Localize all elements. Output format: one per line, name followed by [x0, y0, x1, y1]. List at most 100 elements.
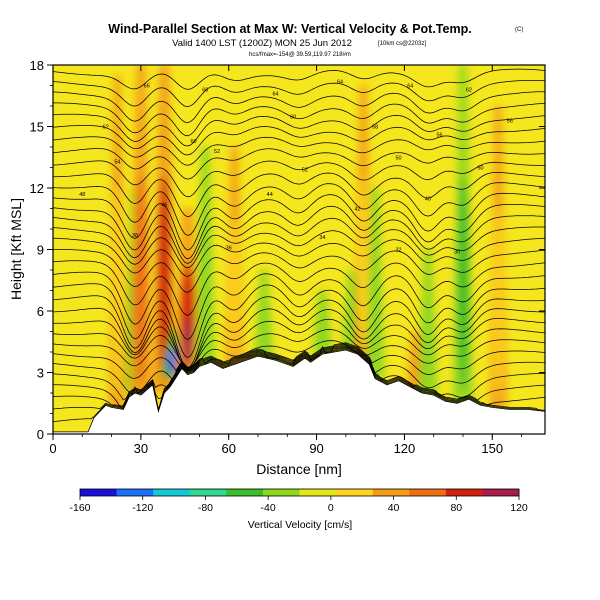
x-tick-label: 0: [49, 441, 56, 456]
contour-label: 64: [273, 92, 279, 98]
contour-label: 56: [507, 118, 513, 124]
contour-label: 32: [396, 248, 402, 254]
velocity-core: [317, 311, 328, 353]
y-tick-label: 18: [30, 58, 44, 73]
x-tick-label: 30: [134, 441, 148, 456]
colorbar-segment: [80, 489, 117, 496]
colorbar-segment: [336, 489, 373, 496]
theta-contour: [53, 249, 545, 293]
contour-label: 58: [372, 125, 378, 131]
theta-contour: [53, 342, 545, 379]
contour-label: 38: [132, 233, 138, 239]
theta-contour: [53, 339, 545, 372]
velocity-core: [457, 175, 469, 392]
y-tick-label: 0: [37, 427, 44, 442]
contour-label: 40: [425, 196, 431, 202]
colorbar-tick-label: -80: [198, 502, 213, 514]
theta-contour: [53, 160, 545, 198]
velocity-field: [108, 65, 507, 409]
theta-contour: [53, 271, 545, 340]
theta-contour: [53, 125, 545, 156]
theta-contour: [53, 136, 545, 166]
contour-label: 52: [302, 168, 308, 174]
contour-labels: 66 66 64 64 64 62 62 60 60 58 56 56 54 52 52 50 50 48 46 44…: [79, 79, 513, 255]
chart-subtitle: Valid 1400 LST (1200Z) MON 25 Jun 2012: [172, 38, 352, 49]
colorbar-tick-label: 40: [388, 502, 400, 514]
contour-label: 30: [454, 250, 460, 256]
colorbar-segment: [189, 489, 227, 496]
theta-contour: [53, 237, 545, 277]
colorbar-tick-label: -120: [132, 502, 153, 514]
theta-contour: [53, 68, 545, 90]
contour-label: 66: [202, 88, 208, 94]
theta-contours: [53, 68, 545, 423]
contour-label: 44: [267, 192, 273, 198]
theta-contour: [53, 344, 545, 401]
theta-contour: [53, 215, 545, 264]
contour-label: 36: [226, 245, 232, 251]
contour-label: 48: [79, 192, 85, 198]
contour-label: 34: [319, 235, 325, 241]
colorbar-segment: [262, 489, 300, 496]
x-axis-label: Distance [nm]: [256, 461, 342, 477]
theta-contour: [53, 148, 545, 180]
theta-contour: [53, 192, 545, 251]
velocity-core: [229, 218, 240, 358]
theta-contour: [53, 307, 545, 371]
velocity-core: [258, 298, 269, 355]
theta-contour: [53, 295, 545, 369]
velocity-core: [493, 205, 503, 399]
y-axis: 0 36 9 12 15 18: [30, 58, 545, 442]
chart-title: Wind-Parallel Section at Max W: Vertical…: [108, 22, 471, 36]
contour-label: 66: [144, 84, 150, 90]
theta-contour: [53, 318, 545, 369]
theta-contour: [53, 172, 545, 218]
contour-label: 60: [191, 139, 197, 145]
theta-contour: [53, 347, 545, 412]
chart-subtitle-tag: [10km cs@2203z]: [378, 41, 426, 47]
colorbar-segment: [226, 489, 264, 496]
chart-source-line: hcs/fmax=-154@ 39.59,119.97 218#m: [249, 52, 351, 58]
velocity-core: [358, 175, 369, 351]
x-tick-label: 90: [309, 441, 323, 456]
contour-label: 64: [337, 79, 343, 85]
colorbar-segment: [153, 489, 191, 496]
colorbar-tick-label: 80: [450, 502, 462, 514]
contour-label: 52: [214, 149, 220, 155]
theta-contour: [53, 343, 545, 395]
colorbar-segment: [409, 489, 447, 496]
colorbar-tick-label: -160: [69, 502, 90, 514]
y-tick-label: 3: [37, 366, 44, 381]
y-tick-label: 9: [37, 243, 44, 258]
y-tick-label: 15: [30, 120, 44, 135]
theta-contour: [53, 260, 545, 316]
velocity-core: [346, 297, 358, 350]
colorbar-tick-label: 0: [328, 502, 334, 514]
contour-label: 54: [114, 159, 120, 165]
velocity-core: [134, 173, 147, 386]
theta-contour: [53, 283, 545, 359]
theta-contour: [53, 328, 545, 368]
contour-label: 42: [355, 207, 361, 213]
colorbar-segment: [482, 489, 520, 496]
colorbar-tick-label: -40: [261, 502, 276, 514]
theta-contour: [53, 348, 545, 423]
contour-label: 56: [437, 133, 443, 139]
y-tick-label: 12: [30, 181, 44, 196]
velocity-peak: [183, 318, 193, 365]
contour-label: 46: [161, 202, 167, 208]
x-tick-label: 60: [221, 441, 235, 456]
colorbar-frame: [79, 488, 520, 497]
contour-label: 50: [396, 155, 402, 161]
y-axis-label: Height [Kft MSL]: [8, 198, 24, 300]
colorbar-tick-label: 120: [510, 502, 528, 514]
theta-contour: [53, 204, 545, 260]
colorbar-label: Vertical Velocity [cm/s]: [248, 519, 353, 531]
terrain-mask: [53, 349, 545, 434]
x-axis: 0 30 60 90 120 150: [49, 65, 522, 456]
contour-label: 60: [290, 114, 296, 120]
theta-contour: [53, 226, 545, 269]
x-tick-label: 150: [481, 441, 503, 456]
x-tick-label: 120: [394, 441, 416, 456]
